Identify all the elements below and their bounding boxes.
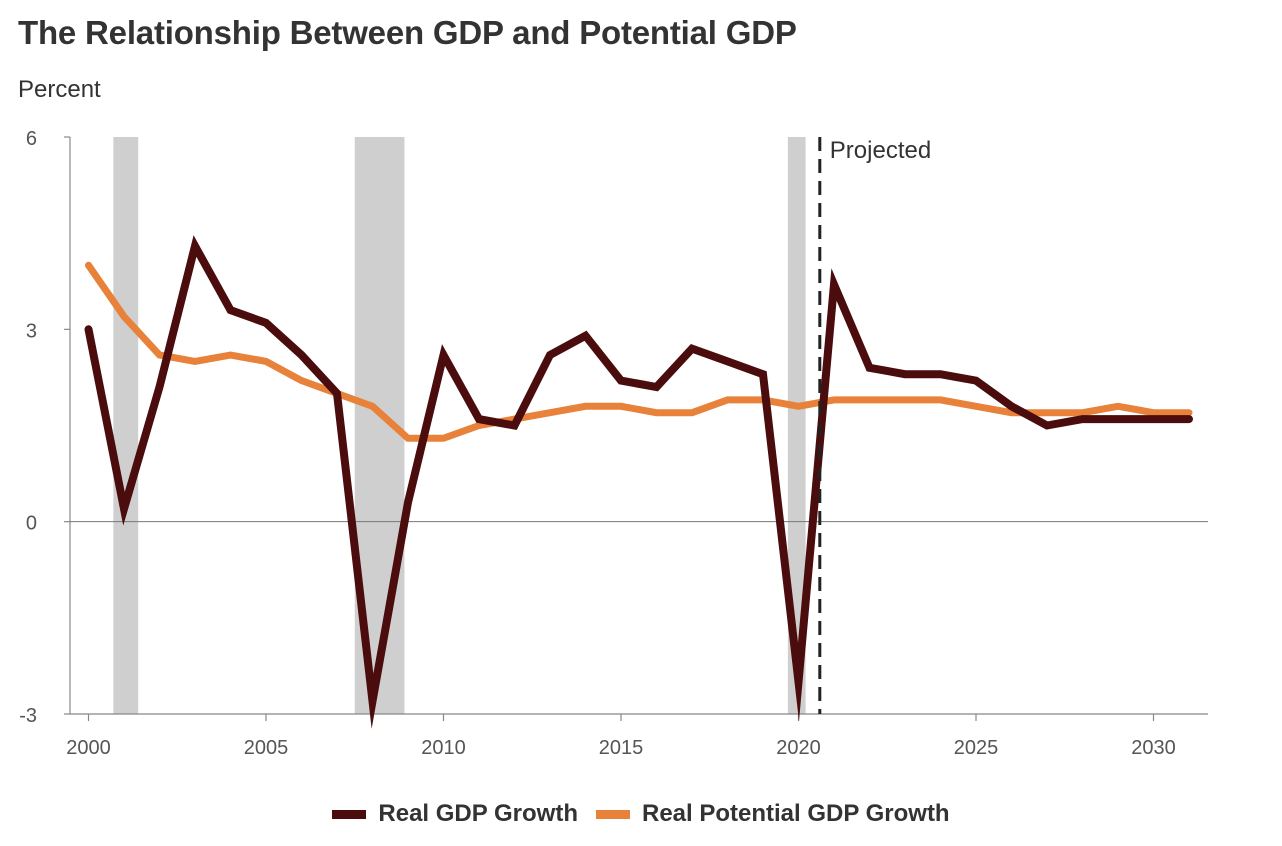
x-tick-label-2005: 2005 [244,737,289,759]
chart-title: The Relationship Between GDP and Potenti… [18,14,797,51]
legend-label-potential-gdp: Real Potential GDP Growth [641,800,950,827]
axes: -3 0 3 6 2000 2005 2010 2015 2020 2025 2030 [19,128,1208,759]
x-tick-label-2010: 2010 [421,737,466,759]
legend-swatch-real-gdp [332,809,367,819]
series-lines [84,235,1193,729]
x-tick-label-2015: 2015 [599,737,644,759]
y-tick-label--3: -3 [19,705,37,727]
y-tick-label-3: 3 [26,320,37,342]
series-line-real-gdp [84,235,1193,729]
legend: Real GDP Growth Real Potential GDP Growt… [0,800,1282,828]
recession-band-0 [113,137,139,714]
recession-band-2 [787,137,806,714]
legend-item-potential-gdp: Real Potential GDP Growth [595,800,950,828]
x-tick-label-2030: 2030 [1131,737,1176,759]
legend-label-real-gdp: Real GDP Growth [378,800,578,827]
y-tick-label-0: 0 [26,513,37,535]
y-tick-label-6: 6 [26,128,37,150]
y-axis-label: Percent [18,76,101,103]
x-tick-label-2025: 2025 [954,737,999,759]
x-tick-label-2000: 2000 [66,737,111,759]
projected-label: Projected [830,137,931,164]
recession-bands [113,137,806,714]
legend-swatch-potential-gdp [595,809,630,819]
series-line-potential-gdp [85,261,1193,442]
legend-item-real-gdp: Real GDP Growth [332,800,578,828]
projection-annotation: Projected [818,137,931,714]
x-tick-label-2020: 2020 [776,737,821,759]
